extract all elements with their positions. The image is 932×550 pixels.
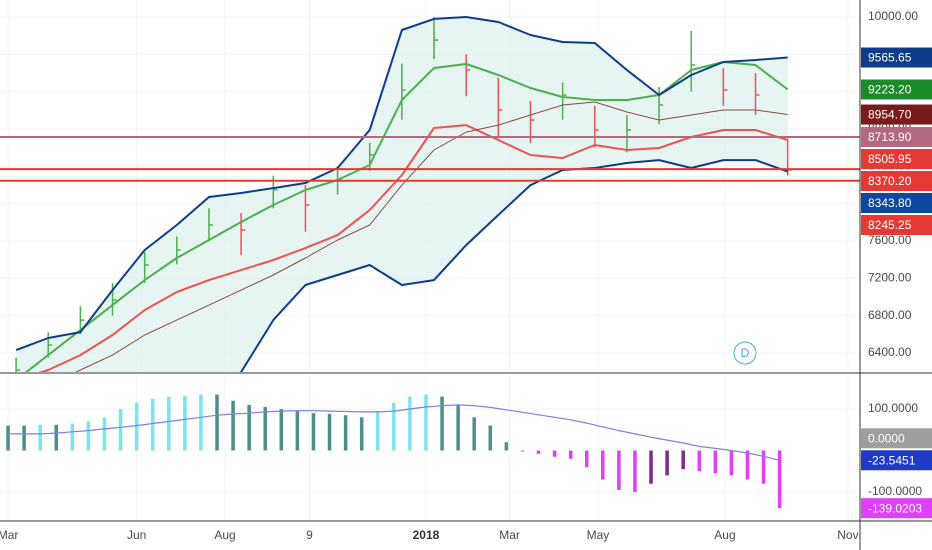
histogram-bar xyxy=(729,450,734,476)
indicator-line xyxy=(74,101,788,372)
histogram-bar xyxy=(295,411,300,451)
y-tick-label: 6800.00 xyxy=(868,308,912,322)
price-tag-label: 8343.80 xyxy=(868,196,912,210)
histogram-bar xyxy=(199,394,203,451)
x-tick-label: 2018 xyxy=(413,528,440,542)
histogram-bar xyxy=(70,423,75,451)
histogram-bar xyxy=(392,402,396,451)
histogram-bar xyxy=(713,450,718,474)
y-tick-label: -100.0000 xyxy=(868,484,922,498)
histogram-bar xyxy=(504,442,509,451)
price-tag-label: 8245.25 xyxy=(868,218,912,232)
indicator-line xyxy=(38,124,788,372)
histogram-bar xyxy=(247,404,251,451)
histogram-bar xyxy=(86,421,91,451)
price-tag-label: 0.0000 xyxy=(868,431,905,445)
histogram-bar xyxy=(584,450,589,468)
histogram-bar xyxy=(440,396,444,451)
band-upper xyxy=(15,16,788,352)
price-tag xyxy=(861,104,932,125)
histogram-bar xyxy=(568,450,573,459)
price-tag xyxy=(861,171,932,192)
price-tag-label: 8505.95 xyxy=(868,152,912,166)
histogram-bar xyxy=(54,424,59,451)
price-tag-label: 8954.70 xyxy=(868,108,912,122)
x-tick-label: Jun xyxy=(127,528,146,542)
price-tag xyxy=(861,79,932,100)
histogram-bar xyxy=(536,450,541,454)
price-tag xyxy=(861,428,932,449)
histogram-bar xyxy=(777,450,782,509)
y-tick-label: 7600.00 xyxy=(868,233,912,247)
price-tag xyxy=(861,47,932,68)
price-tag xyxy=(861,193,932,214)
histogram-bar xyxy=(134,402,139,451)
histogram-bar xyxy=(183,395,187,451)
histogram-bar xyxy=(343,415,348,451)
y-tick-label: 100.0000 xyxy=(868,401,918,415)
histogram-bar xyxy=(375,411,380,451)
x-tick-label: May xyxy=(587,528,610,542)
price-tag-label: 8370.20 xyxy=(868,174,912,188)
band-lower xyxy=(239,159,789,372)
price-tag xyxy=(861,215,932,236)
histogram-bar xyxy=(22,425,26,451)
histogram-bar xyxy=(665,450,669,476)
histogram-bar xyxy=(102,417,107,451)
histogram-bar xyxy=(359,417,364,451)
price-tag-label: 8713.90 xyxy=(868,130,912,144)
histogram-bar xyxy=(327,413,332,451)
y-tick-label: 10000.00 xyxy=(868,9,918,23)
histogram-bar xyxy=(681,450,685,470)
x-tick-label: 9 xyxy=(306,528,313,542)
histogram-bar xyxy=(6,425,10,451)
histogram-bar xyxy=(552,450,557,457)
price-tag xyxy=(861,450,932,471)
histogram-bar xyxy=(215,394,219,451)
price-tag xyxy=(861,127,932,148)
histogram-bar xyxy=(601,450,605,480)
price-tag-label: 9223.20 xyxy=(868,83,912,97)
x-tick-label: Aug xyxy=(714,528,735,542)
x-tick-label: Mar xyxy=(499,528,520,542)
histogram-bar xyxy=(456,404,460,451)
signal-line xyxy=(8,404,780,461)
price-tag-label: -139.0203 xyxy=(868,501,922,515)
histogram-bar xyxy=(633,450,637,492)
x-tick-label: Nov xyxy=(837,528,858,542)
histogram-bar xyxy=(167,396,171,451)
histogram-bar xyxy=(617,450,621,490)
histogram-bar xyxy=(263,406,268,451)
histogram-bar xyxy=(38,424,42,451)
histogram-bar xyxy=(279,409,284,451)
histogram-bar xyxy=(118,409,123,451)
price-tag xyxy=(861,149,932,170)
histogram-bar xyxy=(520,450,525,452)
histogram-bar xyxy=(424,394,428,451)
histogram-bar xyxy=(761,450,766,484)
histogram-bar xyxy=(150,398,155,451)
histogram-bar xyxy=(311,413,316,451)
price-tag-label: -23.5451 xyxy=(868,453,916,467)
histogram-bar xyxy=(697,450,702,472)
price-tag xyxy=(861,498,932,519)
histogram-bar xyxy=(231,400,235,451)
price-tag-label: 9565.65 xyxy=(868,51,912,65)
x-tick-label: Mar xyxy=(0,528,18,542)
histogram-bar xyxy=(488,425,493,451)
interval-badge: D xyxy=(741,346,750,360)
y-tick-label: 6400.00 xyxy=(868,345,912,359)
y-tick-label: 7200.00 xyxy=(868,270,912,284)
histogram-bar xyxy=(745,450,750,480)
histogram-bar xyxy=(408,396,412,451)
histogram-bar xyxy=(472,417,476,451)
interval-badge-circle xyxy=(733,341,757,365)
histogram-bar xyxy=(649,450,653,484)
x-tick-label: Aug xyxy=(214,528,235,542)
